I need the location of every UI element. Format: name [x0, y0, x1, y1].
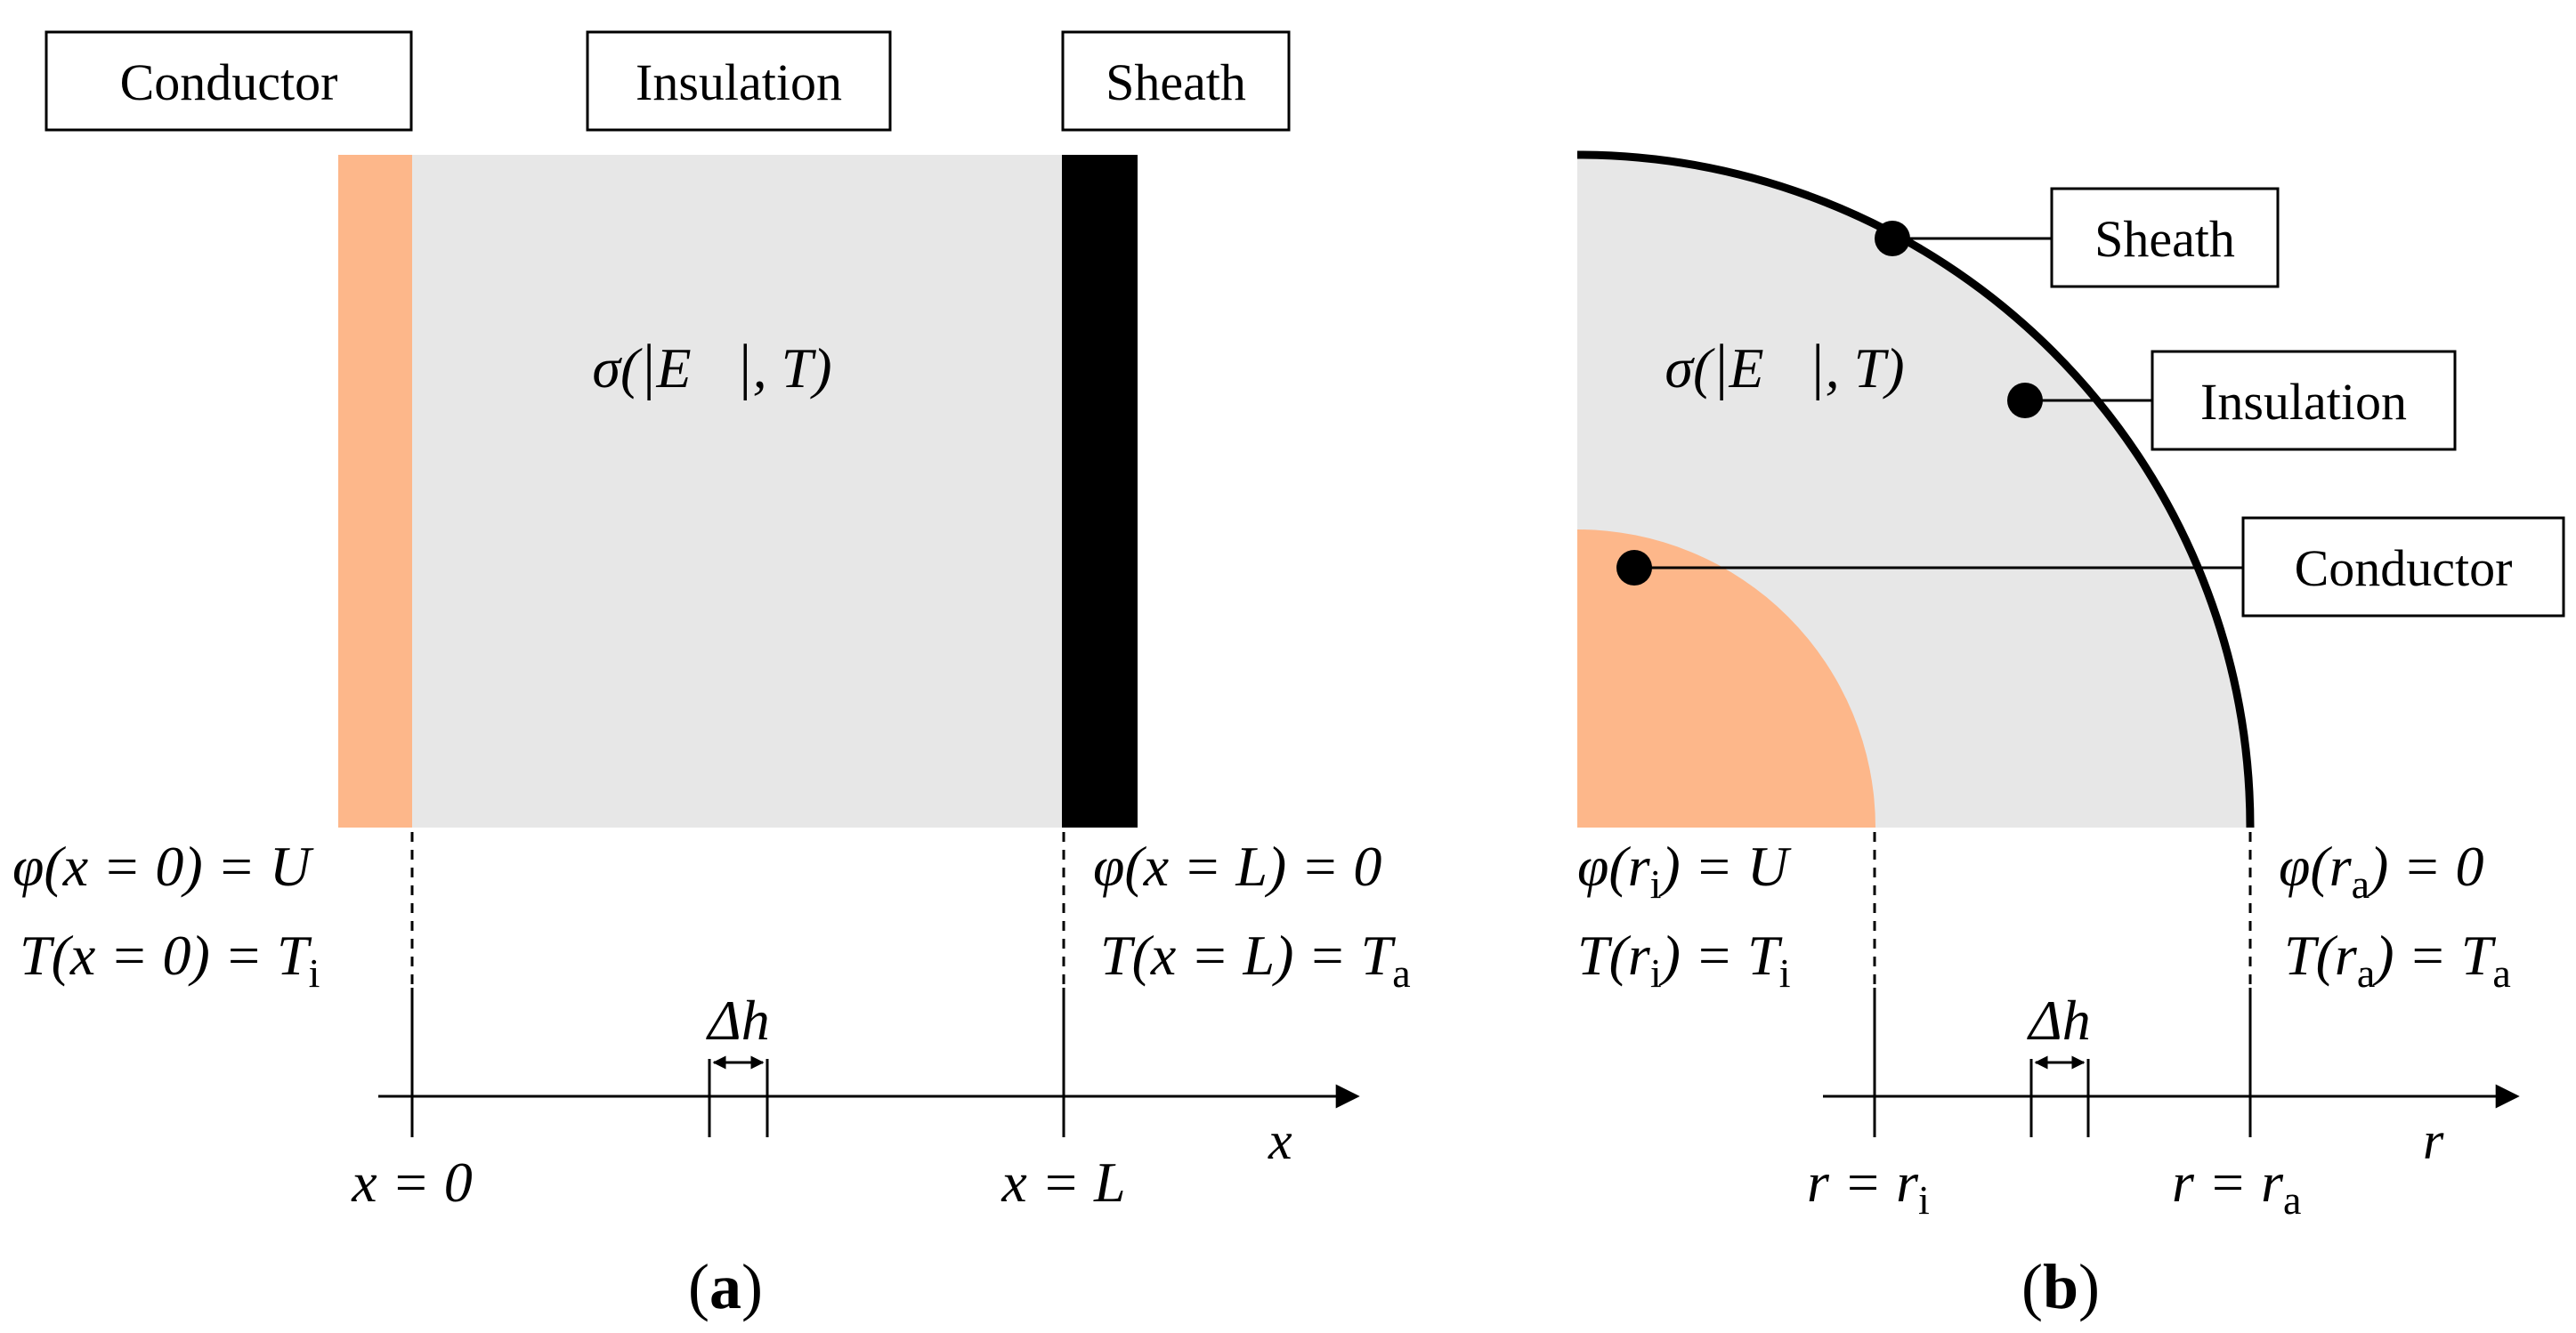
panel-a: Conductor Insulation Sheath σ(|E⃗|, T) φ…	[12, 30, 1411, 1322]
conductor-label-box: Conductor	[45, 30, 413, 132]
x-axis-label: x	[1268, 1111, 1292, 1170]
temp-right-bc: T(x = L) = Ta	[1100, 924, 1411, 996]
insulation-label: Insulation	[636, 53, 842, 111]
tick-xL: x = L	[1000, 1151, 1125, 1214]
sheath-arc	[1576, 150, 2255, 828]
sigma-expression-b: σ(|E⃗|, T)	[1665, 333, 1904, 401]
sheath-label-b: Sheath	[2094, 210, 2235, 268]
conductor-region	[1577, 529, 1875, 828]
temp-ri-bc: T(ri) = Ti	[1577, 924, 1790, 996]
temp-ra-bc: T(ra) = Ta	[2284, 924, 2511, 996]
insulation-label-box: Insulation	[586, 30, 892, 132]
conductor-layer	[338, 155, 412, 828]
panel-b-caption: (b)	[2021, 1251, 2100, 1322]
sheath-label-box-b: Sheath	[2050, 187, 2280, 288]
r-axis-label: r	[2423, 1111, 2444, 1170]
conductor-label-box-b: Conductor	[2241, 516, 2565, 618]
panel-b: σ(|E⃗|, T) Sheath Insulation Conductor φ…	[1576, 150, 2565, 1322]
sheath-label: Sheath	[1106, 53, 1246, 111]
phi-ri-bc: φ(ri) = U	[1577, 835, 1792, 907]
sheath-label-box: Sheath	[1061, 30, 1291, 132]
tick-ri: r = ri	[1807, 1151, 1930, 1223]
temp-left-bc: T(x = 0) = Ti	[20, 924, 320, 996]
phi-right-bc: φ(x = L) = 0	[1093, 835, 1381, 898]
delta-label: Δh	[705, 989, 770, 1052]
conductor-label-b: Conductor	[2295, 539, 2513, 597]
insulation-label-box-b: Insulation	[2151, 350, 2457, 451]
delta-label-b: Δh	[2026, 989, 2091, 1052]
insulation-label-b: Insulation	[2200, 373, 2407, 431]
phi-left-bc: φ(x = 0) = U	[12, 835, 314, 898]
insulation-layer	[412, 155, 1062, 828]
conductor-label: Conductor	[120, 53, 338, 111]
tick-ra: r = ra	[2172, 1151, 2301, 1223]
tick-x0: x = 0	[351, 1151, 473, 1214]
panel-a-caption: (a)	[688, 1251, 763, 1322]
phi-ra-bc: φ(ra) = 0	[2279, 835, 2484, 907]
sheath-layer	[1062, 155, 1138, 828]
sigma-expression: σ(|E⃗|, T)	[592, 333, 831, 401]
